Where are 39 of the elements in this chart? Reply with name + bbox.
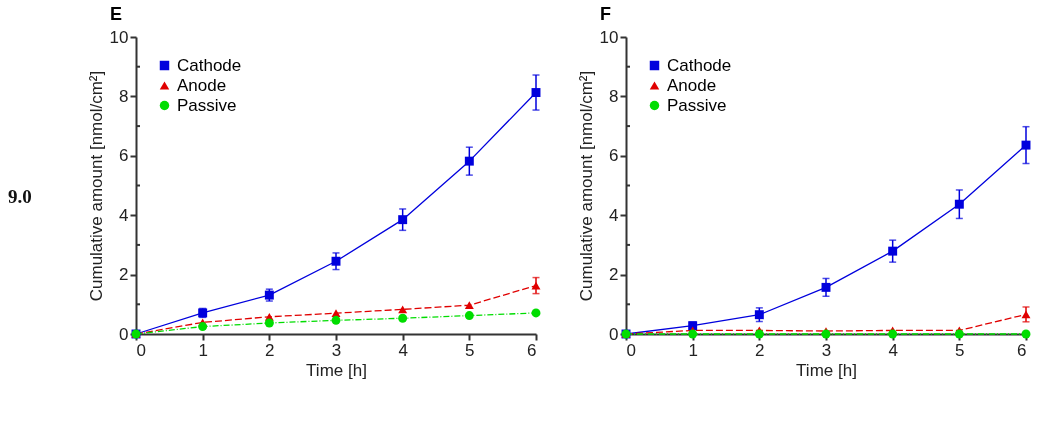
x-tick-label: 3 bbox=[331, 340, 342, 360]
x-tick-label: 2 bbox=[755, 340, 765, 360]
y-tick-label: 4 bbox=[119, 205, 129, 225]
x-tick-label: 5 bbox=[955, 340, 965, 360]
x-axis-title: Time [h] bbox=[306, 360, 367, 380]
x-tick-label: 1 bbox=[688, 340, 698, 360]
y-tick-label: 4 bbox=[609, 205, 619, 225]
y-tick-label: 10 bbox=[599, 27, 619, 47]
legend-label: Cathode bbox=[667, 55, 732, 75]
x-tick-label: 3 bbox=[821, 340, 832, 360]
legend-label: Cathode bbox=[177, 55, 242, 75]
legend-label: Anode bbox=[667, 75, 717, 95]
chart-title: E bbox=[110, 4, 123, 24]
x-tick-label: 2 bbox=[265, 340, 275, 360]
y-tick-label: 10 bbox=[109, 27, 129, 47]
y-tick-label: 0 bbox=[119, 324, 129, 344]
y-tick-label: 2 bbox=[609, 265, 619, 285]
y-axis-title: Cumulative amount [nmol/cm²] bbox=[86, 70, 106, 302]
legend-label: Anode bbox=[177, 75, 227, 95]
x-tick-label: 6 bbox=[1017, 340, 1027, 360]
x-tick-label: 5 bbox=[465, 340, 475, 360]
x-tick-label: 4 bbox=[888, 340, 898, 360]
y-tick-label: 2 bbox=[119, 265, 129, 285]
legend-label: Passive bbox=[177, 95, 237, 115]
legend-label: Passive bbox=[667, 95, 727, 115]
x-tick-label: 0 bbox=[136, 340, 146, 360]
y-axis-title: Cumulative amount [nmol/cm²] bbox=[576, 70, 596, 302]
y-tick-label: 6 bbox=[609, 146, 619, 166]
y-tick-label: 0 bbox=[609, 324, 619, 344]
text: 9.0 bbox=[8, 186, 32, 207]
y-tick-label: 8 bbox=[119, 86, 129, 106]
x-tick-label: 0 bbox=[626, 340, 636, 360]
y-tick-label: 8 bbox=[609, 86, 619, 106]
x-tick-label: 1 bbox=[198, 340, 208, 360]
x-tick-label: 6 bbox=[527, 340, 537, 360]
x-axis-title: Time [h] bbox=[796, 360, 857, 380]
x-tick-label: 4 bbox=[398, 340, 408, 360]
y-tick-label: 6 bbox=[119, 146, 129, 166]
chart-title: F bbox=[600, 4, 611, 24]
